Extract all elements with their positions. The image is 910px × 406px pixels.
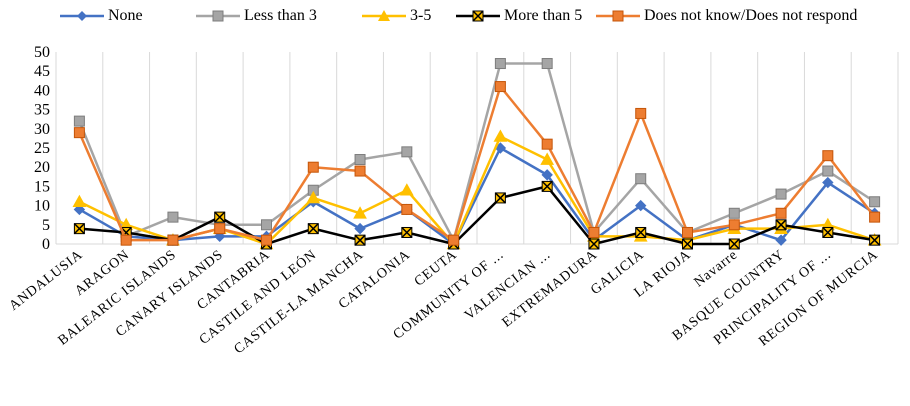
y-tick-label: 35 (34, 102, 50, 119)
data-point-series-4 (261, 234, 272, 246)
data-point-series-4 (682, 226, 693, 238)
data-point-series-3-cross (307, 223, 319, 235)
legend-label: Less than 3 (244, 7, 317, 24)
data-point-series-3-cross (588, 238, 600, 250)
legend-swatch (362, 10, 406, 21)
data-point-series-3-cross (73, 223, 85, 235)
series-line-3 (79, 185, 875, 246)
data-point-series-4 (775, 207, 787, 219)
data-point-series-4 (354, 165, 366, 177)
series-line-1 (78, 62, 876, 242)
data-point-series-2 (306, 190, 321, 204)
data-point-series-4 (448, 234, 460, 246)
y-tick-label: 45 (34, 63, 50, 80)
legend-item: 3-5 (362, 4, 431, 28)
data-point-series-1 (728, 207, 740, 219)
data-point-series-4 (728, 219, 740, 231)
legend-swatch (196, 10, 240, 22)
y-tick-label: 15 (34, 178, 50, 195)
y-tick-label: 25 (34, 140, 50, 157)
data-point-series-1 (354, 154, 366, 166)
x-category-label: ANDALUSIA (7, 247, 86, 314)
data-point-series-1 (167, 211, 179, 223)
data-point-series-3-cross (728, 238, 740, 250)
series-line-0 (78, 146, 876, 246)
data-point-series-4 (120, 234, 132, 246)
legend-swatch (60, 11, 104, 21)
data-point-series-3-cross (494, 192, 506, 204)
legend-item: Less than 3 (196, 4, 317, 28)
legend: None Less than 3 3-5 More than 5 Does not kn… (0, 4, 910, 28)
y-tick-label: 10 (34, 198, 50, 215)
y-tick-label: 20 (34, 159, 50, 176)
data-point-series-4 (635, 107, 647, 119)
data-point-series-4 (869, 211, 881, 223)
data-point-series-4 (167, 234, 179, 246)
legend-label: None (108, 7, 143, 24)
data-point-series-0 (775, 234, 787, 246)
legend-swatch (456, 10, 500, 22)
data-point-series-1 (869, 196, 881, 208)
data-point-series-3-cross (681, 238, 694, 250)
series-line-4 (78, 85, 876, 242)
data-point-series-4 (494, 81, 506, 93)
legend-label: 3-5 (410, 7, 432, 24)
data-point-series-4 (541, 138, 553, 150)
data-point-series-3-cross (214, 211, 226, 223)
data-point-series-4 (307, 161, 319, 173)
y-tick-label: 5 (42, 217, 50, 234)
data-point-series-1 (401, 146, 413, 158)
y-tick-label: 50 (34, 44, 50, 61)
data-point-series-3-cross (869, 234, 881, 246)
data-point-series-3-cross (775, 219, 787, 231)
data-point-series-0 (541, 169, 553, 181)
data-point-series-1 (775, 188, 787, 200)
data-point-series-4 (822, 150, 834, 162)
data-point-series-1 (261, 219, 272, 231)
data-point-series-2 (399, 183, 414, 196)
data-point-series-3-cross (635, 226, 647, 239)
data-point-series-3-cross (541, 180, 553, 192)
legend-label: Does not know/Does not respond (644, 7, 858, 24)
data-point-series-2 (493, 129, 508, 142)
data-point-series-0 (354, 222, 366, 235)
data-point-series-2 (353, 206, 367, 219)
data-point-series-2 (72, 194, 87, 208)
data-point-series-0 (822, 176, 834, 189)
data-point-series-4 (73, 127, 85, 139)
y-tick-label: 30 (34, 121, 50, 138)
data-point-series-1 (541, 58, 553, 70)
data-point-series-3-cross (822, 226, 834, 239)
data-point-series-1 (494, 58, 506, 70)
data-point-series-1 (635, 173, 647, 185)
y-tick-label: 0 (42, 236, 50, 253)
data-point-series-1 (73, 115, 85, 127)
data-point-series-0 (635, 199, 647, 212)
data-point-series-3-cross (354, 234, 366, 246)
legend-item: None (60, 4, 143, 28)
legend-label: More than 5 (504, 7, 583, 24)
data-point-series-2 (540, 152, 555, 165)
data-point-series-4 (588, 226, 600, 238)
data-point-series-1 (822, 165, 834, 177)
data-point-series-4 (401, 203, 413, 215)
legend-swatch (596, 10, 640, 22)
legend-item: Does not know/Does not respond (596, 4, 857, 28)
y-tick-label: 40 (34, 82, 50, 99)
data-point-series-4 (214, 223, 226, 235)
legend-item: More than 5 (456, 4, 582, 28)
data-point-series-3-cross (401, 226, 413, 239)
